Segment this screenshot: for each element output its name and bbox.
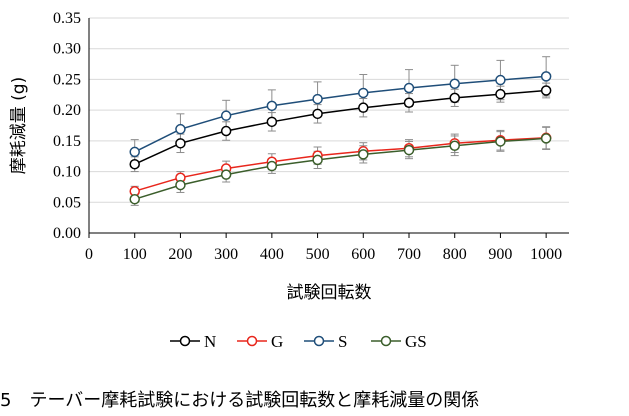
data-point-s — [175, 123, 186, 135]
data-point-gs — [540, 133, 552, 144]
x-tick-label: 0 — [85, 246, 93, 263]
data-point-s — [312, 93, 323, 105]
x-tick-label: 900 — [488, 246, 512, 263]
figure-caption: 5 テーバー摩耗試験における試験回転数と摩耗減量の関係 — [0, 390, 480, 411]
legend-marker — [179, 335, 191, 347]
data-point-gs — [312, 154, 323, 166]
legend-marker — [380, 335, 392, 347]
data-point-gs — [129, 193, 140, 205]
legend-item-gs: GS — [371, 332, 427, 351]
y-tick-label: 0.35 — [53, 10, 81, 27]
data-point-s — [266, 100, 278, 112]
data-point-n — [495, 88, 506, 100]
data-point-gs — [220, 169, 232, 180]
series-line-g — [134, 137, 547, 192]
legend-marker — [246, 335, 258, 347]
y-tick-label: 0.25 — [53, 71, 81, 88]
x-tick-label: 300 — [214, 246, 238, 263]
legend-item-n: N — [170, 332, 216, 351]
legend-label: GS — [405, 332, 427, 351]
data-point-s — [495, 74, 506, 86]
legend-label: G — [271, 332, 283, 351]
y-tick-label: 0.15 — [53, 133, 81, 150]
data-point-s — [403, 82, 415, 94]
data-point-n — [403, 97, 415, 109]
data-point-n — [266, 116, 278, 128]
data-point-gs — [175, 179, 186, 191]
data-point-gs — [266, 160, 278, 172]
data-point-s — [129, 146, 140, 158]
data-point-n — [358, 102, 369, 113]
x-tick-label: 100 — [123, 246, 147, 263]
x-tick-label: 700 — [397, 246, 421, 263]
y-tick-label: 0.10 — [53, 164, 81, 181]
data-point-gs — [449, 140, 460, 152]
data-point-s — [449, 78, 460, 89]
data-point-n — [540, 85, 552, 96]
y-tick-label: 0.20 — [53, 102, 81, 119]
y-tick-label: 0.00 — [53, 225, 81, 242]
legend-item-g: G — [237, 332, 283, 351]
series-line-gs — [134, 137, 547, 200]
data-point-n — [220, 125, 232, 137]
data-point-gs — [403, 144, 415, 156]
data-point-s — [220, 110, 232, 121]
data-point-gs — [358, 149, 369, 160]
y-tick-label: 0.05 — [53, 194, 81, 211]
y-axis-title: 摩耗減量 (g) — [9, 77, 29, 174]
legend-item-s: S — [304, 332, 347, 351]
x-axis-title: 試験回転数 — [287, 283, 372, 303]
x-tick-label: 500 — [306, 246, 330, 263]
x-tick-label: 600 — [351, 246, 375, 263]
data-point-gs — [495, 136, 506, 147]
data-point-n — [129, 158, 140, 170]
x-tick-label: 1000 — [530, 246, 562, 263]
y-tick-label: 0.30 — [53, 41, 81, 58]
legend-marker — [313, 335, 325, 347]
data-point-s — [540, 71, 552, 82]
legend-label: N — [204, 332, 216, 351]
data-point-n — [175, 138, 186, 149]
x-tick-label: 400 — [260, 246, 284, 263]
chart: 0.00 0.05 0.10 0.15 0.20 0.25 0.30 0.35 0 100 200 3… — [9, 10, 569, 351]
x-tick-label: 200 — [168, 246, 192, 263]
data-point-n — [449, 92, 460, 104]
series-line-n — [134, 89, 547, 165]
data-point-n — [312, 108, 323, 120]
legend-label: S — [338, 332, 347, 351]
data-point-s — [358, 87, 369, 99]
series-line-s — [134, 75, 547, 153]
x-tick-label: 800 — [443, 246, 467, 263]
